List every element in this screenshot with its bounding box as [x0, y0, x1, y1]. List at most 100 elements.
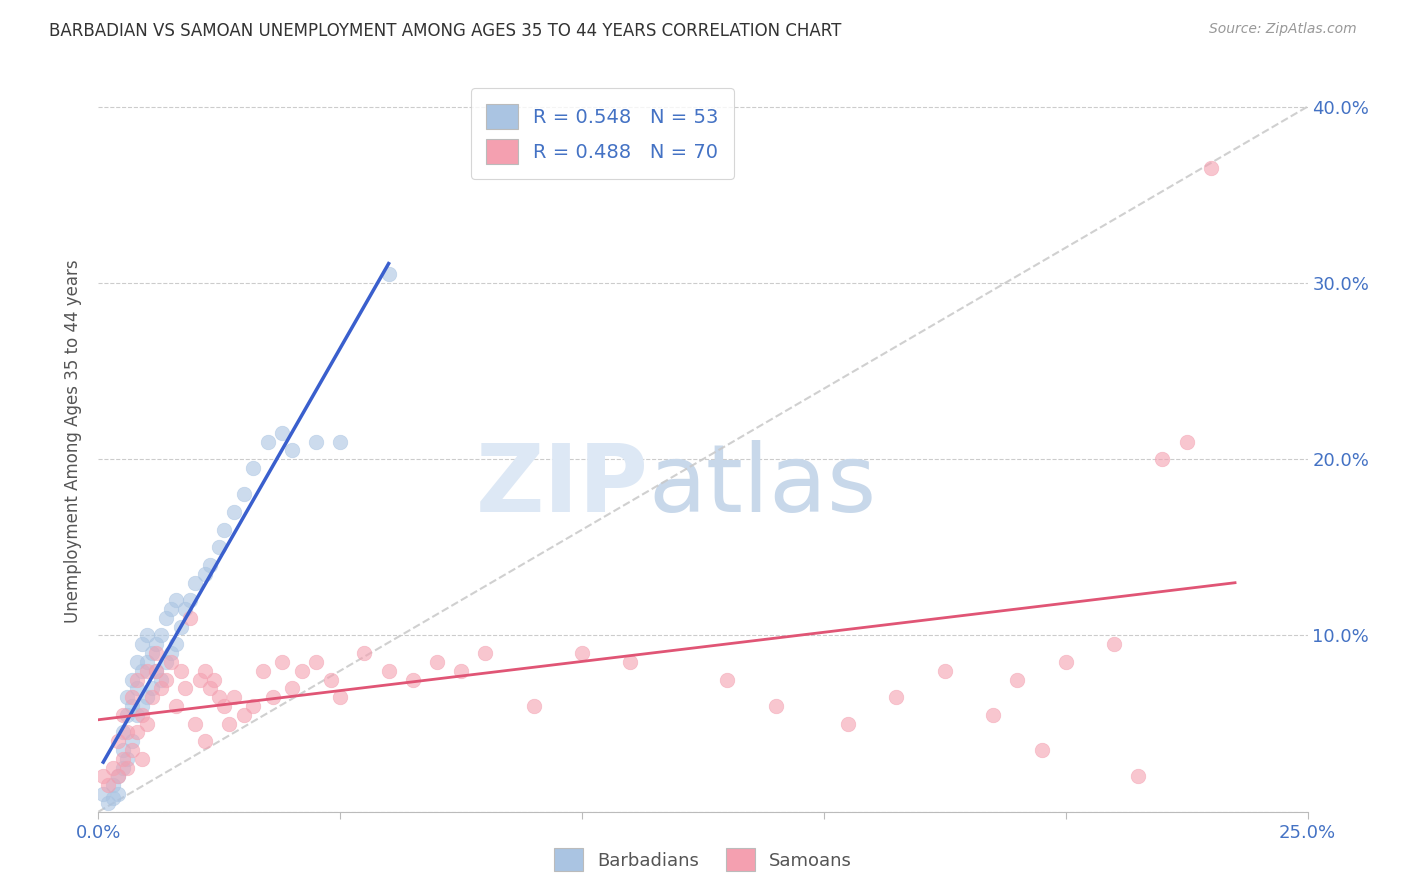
- Point: [934, 664, 956, 678]
- Point: [174, 602, 197, 616]
- Point: [127, 655, 149, 669]
- Point: [155, 611, 177, 625]
- Point: [131, 752, 153, 766]
- Point: [353, 646, 375, 660]
- Point: [716, 673, 738, 687]
- Point: [155, 673, 177, 687]
- Point: [91, 787, 114, 801]
- Point: [107, 734, 129, 748]
- Point: [121, 698, 143, 713]
- Point: [121, 673, 143, 687]
- Point: [886, 690, 908, 705]
- Point: [91, 769, 114, 783]
- Point: [141, 681, 163, 696]
- Point: [204, 673, 226, 687]
- Point: [1054, 655, 1077, 669]
- Point: [208, 690, 231, 705]
- Point: [131, 707, 153, 722]
- Point: [155, 655, 177, 669]
- Point: [319, 673, 342, 687]
- Point: [218, 716, 240, 731]
- Point: [160, 655, 183, 669]
- Text: atlas: atlas: [648, 440, 877, 532]
- Point: [101, 778, 124, 792]
- Point: [127, 707, 149, 722]
- Point: [141, 690, 163, 705]
- Point: [1199, 161, 1222, 176]
- Point: [571, 646, 593, 660]
- Point: [135, 716, 157, 731]
- Point: [117, 761, 139, 775]
- Point: [222, 505, 245, 519]
- Point: [121, 743, 143, 757]
- Point: [111, 761, 134, 775]
- Point: [262, 690, 284, 705]
- Point: [117, 707, 139, 722]
- Point: [377, 664, 399, 678]
- Point: [1128, 769, 1150, 783]
- Point: [222, 690, 245, 705]
- Point: [184, 716, 207, 731]
- Point: [256, 434, 278, 449]
- Point: [135, 690, 157, 705]
- Point: [1031, 743, 1053, 757]
- Point: [981, 707, 1004, 722]
- Point: [141, 646, 163, 660]
- Point: [184, 575, 207, 590]
- Point: [212, 698, 235, 713]
- Point: [242, 461, 264, 475]
- Point: [150, 681, 173, 696]
- Point: [252, 664, 274, 678]
- Point: [1007, 673, 1029, 687]
- Point: [179, 593, 201, 607]
- Point: [174, 681, 197, 696]
- Point: [271, 655, 294, 669]
- Point: [107, 787, 129, 801]
- Point: [145, 664, 167, 678]
- Point: [212, 523, 235, 537]
- Point: [837, 716, 859, 731]
- Point: [150, 628, 173, 642]
- Point: [121, 690, 143, 705]
- Point: [188, 673, 211, 687]
- Point: [290, 664, 312, 678]
- Point: [402, 673, 425, 687]
- Point: [281, 681, 304, 696]
- Point: [127, 681, 149, 696]
- Point: [117, 690, 139, 705]
- Point: [232, 487, 254, 501]
- Point: [117, 752, 139, 766]
- Point: [160, 602, 183, 616]
- Point: [169, 664, 191, 678]
- Point: [179, 611, 201, 625]
- Point: [131, 637, 153, 651]
- Point: [474, 646, 496, 660]
- Point: [127, 725, 149, 739]
- Point: [150, 673, 173, 687]
- Point: [111, 725, 134, 739]
- Point: [97, 778, 120, 792]
- Point: [329, 690, 352, 705]
- Point: [198, 558, 221, 572]
- Point: [232, 707, 254, 722]
- Point: [107, 769, 129, 783]
- Text: Source: ZipAtlas.com: Source: ZipAtlas.com: [1209, 22, 1357, 37]
- Point: [160, 646, 183, 660]
- Point: [1102, 637, 1125, 651]
- Point: [111, 752, 134, 766]
- Point: [101, 761, 124, 775]
- Point: [305, 434, 328, 449]
- Point: [101, 790, 124, 805]
- Point: [145, 637, 167, 651]
- Point: [194, 734, 217, 748]
- Point: [127, 673, 149, 687]
- Point: [426, 655, 449, 669]
- Point: [107, 769, 129, 783]
- Point: [121, 734, 143, 748]
- Point: [194, 566, 217, 581]
- Point: [97, 796, 120, 810]
- Point: [271, 425, 294, 440]
- Point: [135, 628, 157, 642]
- Point: [117, 725, 139, 739]
- Point: [145, 646, 167, 660]
